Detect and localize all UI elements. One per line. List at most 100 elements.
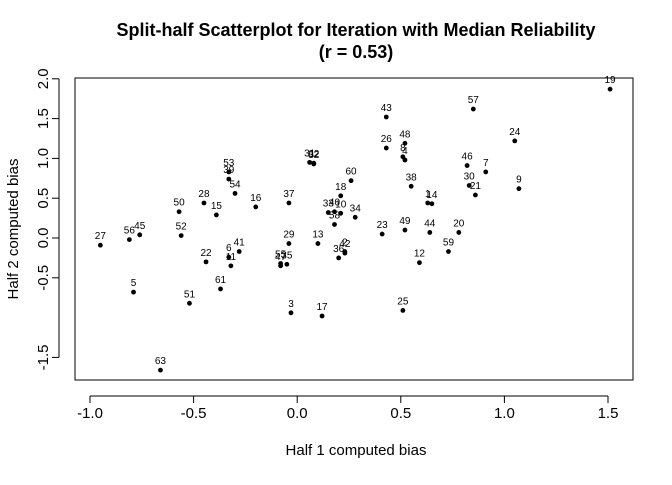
point-label: 34 <box>350 203 362 214</box>
point-marker <box>187 300 192 306</box>
point-label: 60 <box>346 167 358 178</box>
point-label: 59 <box>443 238 455 249</box>
data-point-1: 1 <box>425 189 431 206</box>
data-point-57: 57 <box>468 95 479 112</box>
point-label: 13 <box>312 230 324 241</box>
data-point-22: 22 <box>200 248 212 265</box>
x-tick-label: -1.0 <box>77 405 103 422</box>
point-marker <box>342 250 348 256</box>
data-point-29: 29 <box>283 230 295 246</box>
data-point-56: 56 <box>124 226 136 242</box>
point-label: 20 <box>453 218 465 229</box>
point-label: 26 <box>381 134 393 145</box>
point-marker <box>288 310 294 316</box>
point-marker <box>137 232 143 238</box>
data-point-27: 27 <box>95 231 106 248</box>
point-label: 56 <box>124 226 136 237</box>
point-marker <box>383 145 389 151</box>
point-marker <box>470 106 476 112</box>
point-marker <box>178 233 184 239</box>
point-marker <box>429 201 435 207</box>
point-marker <box>278 261 284 266</box>
point-label: 28 <box>198 189 210 200</box>
data-point-58: 58 <box>329 210 340 227</box>
point-marker <box>352 214 358 220</box>
y-tick-label: 1.0 <box>35 148 52 169</box>
data-point-21: 21 <box>470 181 481 198</box>
point-label: 42 <box>339 239 351 250</box>
data-point-17: 17 <box>317 302 329 319</box>
point-label: 52 <box>176 222 188 233</box>
point-label: 4 <box>402 146 408 157</box>
point-label: 35 <box>281 250 293 261</box>
y-tick-label: -0.5 <box>35 265 52 291</box>
point-label: 3 <box>288 299 294 310</box>
data-point-62: 62 <box>308 149 320 166</box>
data-point-7: 7 <box>483 158 489 175</box>
point-label: 23 <box>377 220 389 231</box>
point-label: 38 <box>406 172 418 183</box>
point-label: 19 <box>605 75 617 86</box>
point-label: 31 <box>304 148 316 159</box>
data-point-41: 41 <box>234 238 245 254</box>
y-tick-label: 2.0 <box>35 68 52 89</box>
point-label: 33 <box>323 199 335 210</box>
data-point-34: 34 <box>350 203 362 220</box>
data-point-31: 31 <box>304 148 316 165</box>
point-label: 16 <box>250 193 262 204</box>
point-marker <box>176 209 182 215</box>
chart-title: Split-half Scatterplot for Iteration wit… <box>116 20 595 40</box>
data-point-52: 52 <box>176 222 188 239</box>
point-label: 25 <box>397 296 409 307</box>
point-label: 1 <box>425 189 431 200</box>
data-point-61: 61 <box>215 275 227 292</box>
data-point-51: 51 <box>184 289 195 306</box>
point-label: 2 <box>342 238 348 249</box>
point-label: 55 <box>275 249 287 260</box>
point-label: 63 <box>155 356 167 367</box>
point-label: 7 <box>483 158 489 169</box>
data-point-42: 42 <box>339 239 351 256</box>
data-point-11: 11 <box>226 252 237 269</box>
data-point-9: 9 <box>516 175 522 192</box>
point-label: 8 <box>400 143 406 154</box>
point-marker <box>338 193 344 199</box>
point-label: 47 <box>275 252 287 263</box>
data-point-18: 18 <box>335 182 347 199</box>
point-marker <box>286 200 292 206</box>
point-marker <box>226 169 232 175</box>
point-label: 10 <box>335 199 347 210</box>
data-point-38: 38 <box>406 172 418 189</box>
x-tick-label: 1.5 <box>598 405 619 422</box>
point-marker <box>284 261 290 267</box>
data-point-28: 28 <box>198 189 210 206</box>
y-tick-label: 1.5 <box>35 108 52 129</box>
point-label: 11 <box>226 252 237 263</box>
data-point-43: 43 <box>381 103 393 120</box>
point-marker <box>126 237 132 242</box>
point-label: 43 <box>381 103 393 114</box>
point-marker <box>512 138 518 144</box>
point-marker <box>464 163 470 168</box>
point-marker <box>325 210 331 215</box>
data-point-53: 53 <box>223 158 235 175</box>
point-marker <box>97 242 103 248</box>
point-marker <box>383 114 389 120</box>
point-label: 5 <box>131 278 137 289</box>
point-label: 6 <box>226 243 232 254</box>
point-label: 50 <box>174 198 186 209</box>
data-point-20: 20 <box>453 218 465 235</box>
y-axis-label: Half 2 computed bias <box>5 159 22 300</box>
point-label: 61 <box>215 275 227 286</box>
y-axis: -1.5 -0.5 0.0 0.5 1.0 1.5 2.0 <box>35 68 60 370</box>
data-point-5: 5 <box>131 278 137 295</box>
point-marker <box>131 289 136 295</box>
point-label: 9 <box>516 175 522 186</box>
point-label: 17 <box>317 302 329 313</box>
point-marker <box>466 183 472 188</box>
point-marker <box>315 241 321 246</box>
point-label: 30 <box>464 171 476 182</box>
point-label: 45 <box>134 221 146 232</box>
